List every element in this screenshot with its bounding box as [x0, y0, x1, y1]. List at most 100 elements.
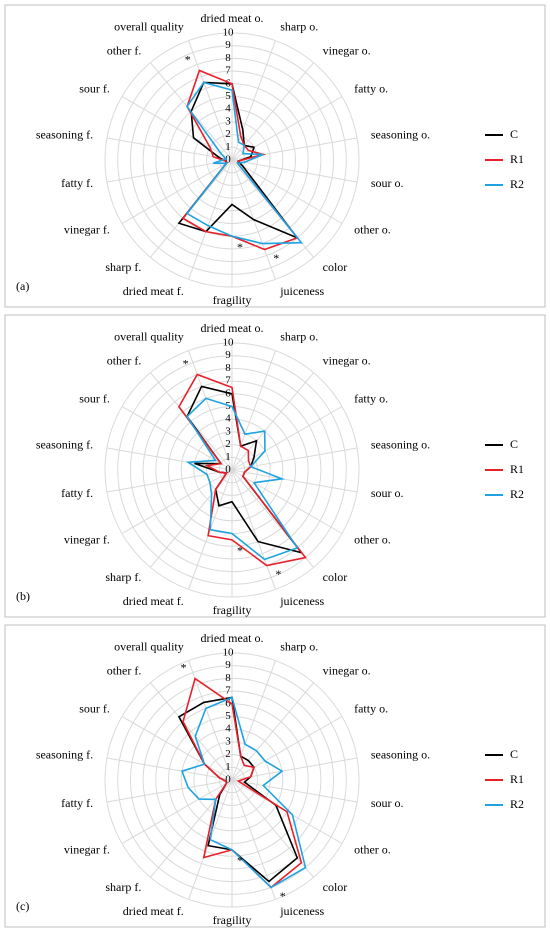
- tick-label: 6: [225, 697, 231, 709]
- panel-frame: [4, 4, 546, 308]
- spoke: [121, 716, 233, 781]
- category-label: vinegar f.: [64, 222, 110, 236]
- category-label: sour f.: [79, 701, 110, 715]
- legend-label: R1: [510, 152, 524, 166]
- tick-label: 0: [225, 774, 231, 786]
- category-label: overall quality: [114, 19, 184, 33]
- spoke: [231, 159, 343, 224]
- spoke: [231, 660, 276, 781]
- category-label: sour o.: [371, 796, 404, 810]
- spoke: [231, 682, 315, 781]
- category-label: dried meat o.: [201, 321, 264, 335]
- spoke: [231, 447, 358, 471]
- spoke: [106, 757, 233, 781]
- category-label: overall quality: [114, 639, 184, 653]
- tick-label: 9: [225, 659, 231, 671]
- tick-label: 3: [225, 735, 231, 747]
- spoke: [231, 40, 276, 161]
- category-label: seasoning o.: [371, 747, 430, 761]
- category-label: fragility: [213, 293, 252, 307]
- spoke: [106, 137, 233, 161]
- category-label: other f.: [107, 354, 142, 368]
- category-label: dried meat f.: [123, 904, 184, 918]
- spoke: [106, 469, 233, 493]
- spoke: [231, 469, 343, 534]
- legend-label: R2: [510, 797, 524, 811]
- category-label: sharp f.: [105, 570, 141, 584]
- series-line: [177, 81, 300, 240]
- spoke: [121, 779, 233, 844]
- spoke: [231, 757, 358, 781]
- category-label: juiceness: [279, 594, 324, 608]
- category-label: sour o.: [371, 486, 404, 500]
- category-label: fragility: [213, 913, 252, 927]
- tick-label: 5: [225, 710, 231, 722]
- tick-label: 7: [225, 685, 231, 697]
- category-label: juiceness: [279, 904, 324, 918]
- panel-label: (c): [16, 899, 29, 913]
- spoke: [231, 716, 343, 781]
- tick-label: 0: [225, 154, 231, 166]
- spoke: [231, 779, 315, 878]
- spoke: [149, 682, 233, 781]
- category-label: overall quality: [114, 329, 184, 343]
- category-label: seasoning f.: [36, 747, 93, 761]
- category-label: fatty f.: [61, 796, 93, 810]
- category-label: dried meat f.: [123, 594, 184, 608]
- category-label: sharp o.: [280, 639, 318, 653]
- tick-label: 4: [225, 413, 231, 425]
- significance-mark: *: [273, 251, 279, 265]
- tick-label: 8: [225, 52, 231, 64]
- category-label: seasoning f.: [36, 127, 93, 141]
- legend-label: R1: [510, 462, 524, 476]
- spoke: [188, 350, 233, 471]
- category-label: vinegar f.: [64, 842, 110, 856]
- tick-label: 9: [225, 39, 231, 51]
- spoke: [231, 779, 276, 900]
- spoke: [231, 350, 276, 471]
- category-label: other o.: [354, 532, 391, 546]
- spoke: [231, 372, 315, 471]
- category-label: other o.: [354, 222, 391, 236]
- category-label: seasoning f.: [36, 437, 93, 451]
- spoke: [231, 469, 276, 590]
- spoke: [231, 159, 358, 183]
- legend-label: R2: [510, 487, 524, 501]
- tick-label: 5: [225, 90, 231, 102]
- legend-label: C: [510, 437, 518, 451]
- spoke: [106, 779, 233, 803]
- spoke: [121, 406, 233, 471]
- tick-label: 2: [225, 748, 231, 760]
- category-label: sour f.: [79, 81, 110, 95]
- category-label: sour f.: [79, 391, 110, 405]
- tick-label: 2: [225, 128, 231, 140]
- tick-label: 1: [225, 451, 231, 463]
- tick-label: 1: [225, 761, 231, 773]
- spoke: [121, 159, 233, 224]
- tick-label: 1: [225, 141, 231, 153]
- category-label: color: [323, 260, 348, 274]
- legend-label: C: [510, 747, 518, 761]
- spoke: [188, 159, 233, 280]
- category-label: dried meat f.: [123, 284, 184, 298]
- significance-mark: *: [237, 544, 243, 558]
- category-label: dried meat o.: [201, 631, 264, 645]
- spoke: [121, 469, 233, 534]
- category-label: fatty o.: [354, 81, 388, 95]
- tick-label: 2: [225, 438, 231, 450]
- panel-label: (a): [16, 279, 29, 293]
- significance-mark: *: [237, 240, 243, 254]
- spoke: [231, 96, 343, 161]
- spoke: [188, 660, 233, 781]
- category-label: sharp o.: [280, 19, 318, 33]
- spoke: [231, 406, 343, 471]
- spoke: [231, 137, 358, 161]
- category-label: other f.: [107, 44, 142, 58]
- spoke: [121, 96, 233, 161]
- legend-label: R1: [510, 772, 524, 786]
- spoke: [231, 469, 358, 493]
- significance-mark: *: [237, 854, 243, 868]
- category-label: fatty o.: [354, 701, 388, 715]
- category-label: other f.: [107, 664, 142, 678]
- spoke: [231, 779, 358, 803]
